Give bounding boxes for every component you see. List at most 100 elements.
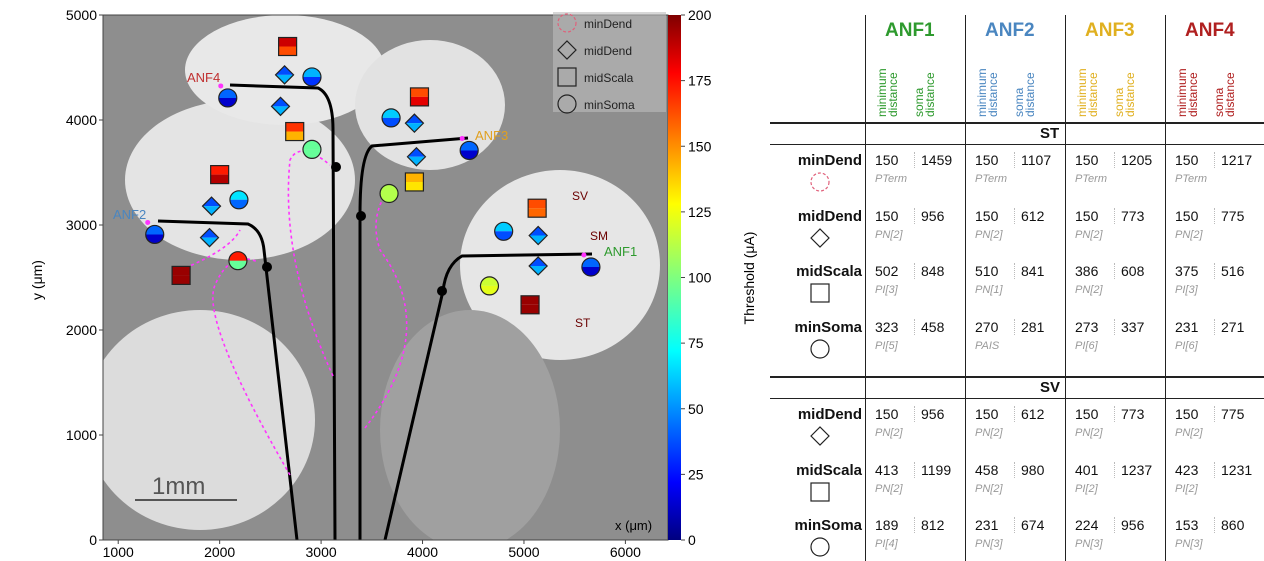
- cell-divider: [914, 208, 915, 224]
- min-distance: 150: [1075, 406, 1098, 422]
- column-title: ANF1: [885, 20, 935, 42]
- y-tick-label: 1000: [66, 427, 97, 443]
- soma-distance: 281: [1021, 319, 1044, 335]
- soma-distance: 956: [1121, 517, 1144, 533]
- soma-distance: 773: [1121, 208, 1144, 224]
- pathway-note: PTerm: [1175, 173, 1207, 185]
- cell-divider: [914, 406, 915, 422]
- pathway-note: PN[2]: [875, 427, 903, 439]
- column-subheader: soma distance: [1114, 59, 1136, 117]
- pathway-note: PN[3]: [1075, 538, 1103, 550]
- legend-label: midDend: [584, 44, 632, 58]
- min-distance: 150: [1075, 208, 1098, 224]
- chart: ANF4 ANF2 ANF3 ANF1 SV SM ST 1mm x (μm) …: [0, 0, 770, 561]
- soma-distance: 1231: [1221, 462, 1252, 478]
- end-point: [145, 220, 150, 225]
- soma-distance: 956: [921, 406, 944, 422]
- cell-divider: [1214, 517, 1215, 533]
- cell-divider: [1214, 263, 1215, 279]
- marker-top: [521, 296, 539, 305]
- pathway-note: PN[2]: [975, 229, 1003, 241]
- min-distance: 150: [975, 406, 998, 422]
- marker-bottom: [528, 208, 546, 217]
- section-title: ST: [1040, 125, 1059, 142]
- cell-divider: [914, 462, 915, 478]
- cell-divider: [1214, 319, 1215, 335]
- row-label: midDend: [798, 406, 862, 423]
- pathway-note: PI[2]: [1175, 483, 1198, 495]
- x-tick-label: 2000: [204, 544, 235, 560]
- soma-distance: 612: [1021, 208, 1044, 224]
- marker-bottom: [410, 97, 428, 106]
- pathway-note: PTerm: [975, 173, 1007, 185]
- colorbar-tick-label: 125: [688, 204, 712, 220]
- row-symbol-shape: [811, 340, 829, 358]
- colorbar-tick-label: 0: [688, 532, 696, 548]
- pathway-note: PI[3]: [875, 284, 898, 296]
- annotation: ANF2: [113, 207, 146, 222]
- x-tick-label: 4000: [407, 544, 438, 560]
- min-distance: 231: [975, 517, 998, 533]
- column-subheader: soma distance: [1014, 59, 1036, 117]
- pathway-note: PI[5]: [875, 340, 898, 352]
- marker-bottom: [286, 132, 304, 141]
- min-distance: 270: [975, 319, 998, 335]
- legend-label: minDend: [584, 17, 632, 31]
- min-distance: 423: [1175, 462, 1198, 478]
- row-symbol: [808, 535, 832, 559]
- min-distance: 150: [1175, 152, 1198, 168]
- row-symbol: [808, 424, 832, 448]
- soma-distance: 337: [1121, 319, 1144, 335]
- x-tick-label: 6000: [610, 544, 641, 560]
- cell-divider: [1114, 208, 1115, 224]
- x-tick-label: 1000: [103, 544, 134, 560]
- scale-bar-label: 1mm: [152, 473, 205, 500]
- row-symbol-shape: [811, 284, 829, 302]
- row-symbol: [808, 226, 832, 250]
- cell-divider: [1014, 208, 1015, 224]
- cell-divider: [1214, 406, 1215, 422]
- marker-bottom: [279, 47, 297, 56]
- cell-divider: [1114, 462, 1115, 478]
- cell-divider: [1214, 462, 1215, 478]
- row-symbol-shape: [811, 427, 829, 445]
- soma-distance: 674: [1021, 517, 1044, 533]
- table-rule: [770, 398, 1264, 399]
- soma-distance: 612: [1021, 406, 1044, 422]
- row-symbol: [808, 170, 832, 194]
- figure: ANF4 ANF2 ANF3 ANF1 SV SM ST 1mm x (μm) …: [0, 0, 1264, 561]
- column-subheader: minimum distance: [1177, 59, 1199, 117]
- pathway-note: PI[4]: [875, 538, 898, 550]
- min-distance: 150: [875, 208, 898, 224]
- soma-distance: 841: [1021, 263, 1044, 279]
- column-subheader: soma distance: [1214, 59, 1236, 117]
- min-distance: 153: [1175, 517, 1198, 533]
- section-title: SV: [1040, 379, 1060, 396]
- soma-distance: 516: [1221, 263, 1244, 279]
- cell-divider: [1114, 517, 1115, 533]
- row-label: minDend: [798, 152, 862, 169]
- cell-divider: [1014, 152, 1015, 168]
- marker-bottom: [211, 175, 229, 184]
- y-tick-label: 4000: [66, 112, 97, 128]
- annotation: SM: [590, 229, 608, 243]
- cell-divider: [1114, 319, 1115, 335]
- min-distance: 150: [1175, 406, 1198, 422]
- colorbar-tick-label: 100: [688, 270, 712, 286]
- marker-top: [286, 123, 304, 132]
- min-distance: 510: [975, 263, 998, 279]
- row-symbol: [808, 337, 832, 361]
- pathway-note: PN[2]: [975, 483, 1003, 495]
- pathway-note: PTerm: [1075, 173, 1107, 185]
- colorbar: [668, 15, 681, 540]
- cell-divider: [914, 152, 915, 168]
- x-axis-label: x (μm): [615, 518, 652, 533]
- column-subheader: minimum distance: [877, 59, 899, 117]
- column-title: ANF3: [1085, 20, 1135, 42]
- soma-distance: 271: [1221, 319, 1244, 335]
- soma-distance: 1107: [1021, 152, 1051, 168]
- annotation: ANF1: [604, 244, 637, 259]
- min-distance: 150: [975, 152, 998, 168]
- colorbar-tick-label: 50: [688, 401, 704, 417]
- min-distance: 224: [1075, 517, 1098, 533]
